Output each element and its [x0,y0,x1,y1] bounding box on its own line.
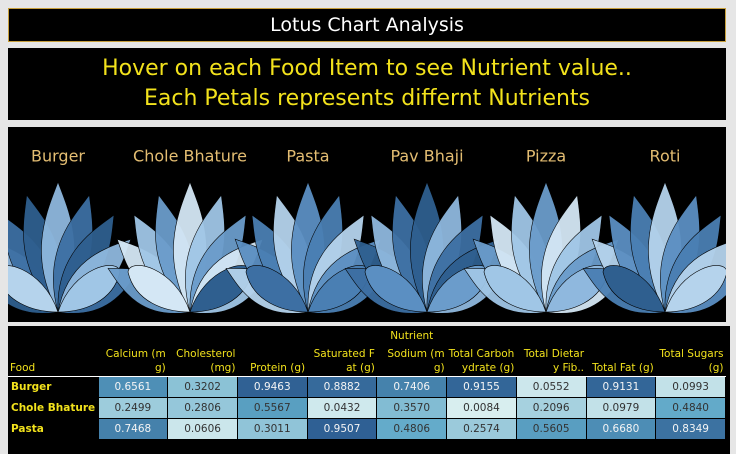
value-cell: 0.9463 [236,376,308,398]
title: Lotus Chart Analysis [270,14,464,36]
table-panel: Nutrient Food Calcium (mg) Cholesterol (mg… [8,326,730,454]
food-cell: Pasta [11,423,44,435]
value-cell: 0.2574 [446,418,517,440]
value-cell: 0.3011 [236,418,308,440]
lotus [0,181,141,314]
value-cell: 0.0432 [306,397,378,419]
value-cell: 0.8882 [306,376,378,398]
lobe [602,265,666,313]
group-header: Nutrient [390,330,434,342]
column-header: Protein (g) [237,346,308,377]
value-cell: 0.9131 [585,376,657,398]
lotus-panel: Burger Chole Bhature Pasta Pav Bhaji Pizza Ro… [0,127,736,322]
column-header: Calcium (mg) [98,346,168,377]
value-cell: 0.8349 [655,418,726,440]
food-label: Pav Bhaji [390,147,463,166]
column-header: Total Fat (g) [586,346,656,377]
food-cell: Burger [11,381,52,394]
value-cell: 0.0552 [515,376,587,398]
food-label: Pasta [286,147,329,166]
title-bar: Lotus Chart Analysis [8,8,726,42]
row-header: Food [8,346,98,377]
value-cell: 0.0979 [585,397,657,419]
food-label: Chole Bhature [133,147,247,166]
lobe [483,265,547,313]
value-cell: 0.2499 [97,397,169,419]
banner-line: Each Petals represents differnt Nutrient… [143,86,591,111]
lotus-chart: Burger Chole Bhature Pasta Pav Bhaji Pizza Ro… [0,147,736,314]
value-cell: 0.3570 [376,397,448,419]
value-cell: 0.7406 [376,376,448,398]
value-cell: 0.2096 [515,397,587,419]
value-cell: 0.0606 [167,418,238,440]
column-header: Total Carbohydrate (g) [446,346,517,377]
value-cell: 0.4806 [376,418,448,440]
value-cell: 0.3202 [167,376,238,398]
nutrient-table: Nutrient Food Calcium (mg) Cholesterol (mg… [8,326,726,440]
column-header: Saturated Fat (g) [307,346,377,377]
value-cell: 0.9155 [446,376,517,398]
table-row: Burger 0.6561 0.3202 0.9463 0.8882 0.7406 0.91… [8,376,726,398]
column-header: Sodium (mg) [376,346,447,377]
column-header: Cholesterol (mg) [167,346,238,377]
banner: Hover on each Food Item to see Nutrient … [8,48,726,120]
column-header: Total Sugars (g) [655,346,726,377]
lotus [582,181,736,314]
value-cell: 0.6561 [97,376,169,398]
value-cell: 0.0993 [655,376,726,398]
column-header: Total Dietary Fib.. [516,346,587,377]
table-row: Pasta 0.7468 0.0606 0.3011 0.9507 0.4806 0.257… [8,418,726,440]
value-cell: 0.5605 [515,418,587,440]
food-cell: Chole Bhature [11,402,96,414]
table-row: Chole Bhature 0.2499 0.2806 0.5567 0.0432 0.3… [8,397,726,419]
value-cell: 0.4840 [655,397,726,419]
value-cell: 0.5567 [236,397,308,419]
spacer [8,326,98,346]
lobe [245,265,309,313]
value-cell: 0.0084 [446,397,517,419]
banner-line: Hover on each Food Item to see Nutrient … [102,56,632,81]
lobe [364,265,428,313]
value-cell: 0.2806 [167,397,238,419]
value-cell: 0.9507 [306,418,378,440]
food-label: Roti [650,147,681,166]
food-label: Pizza [526,147,566,166]
lobe [127,265,191,313]
value-cell: 0.6680 [585,418,657,440]
lobe [0,265,59,313]
food-label: Burger [31,147,85,166]
value-cell: 0.7468 [97,418,169,440]
